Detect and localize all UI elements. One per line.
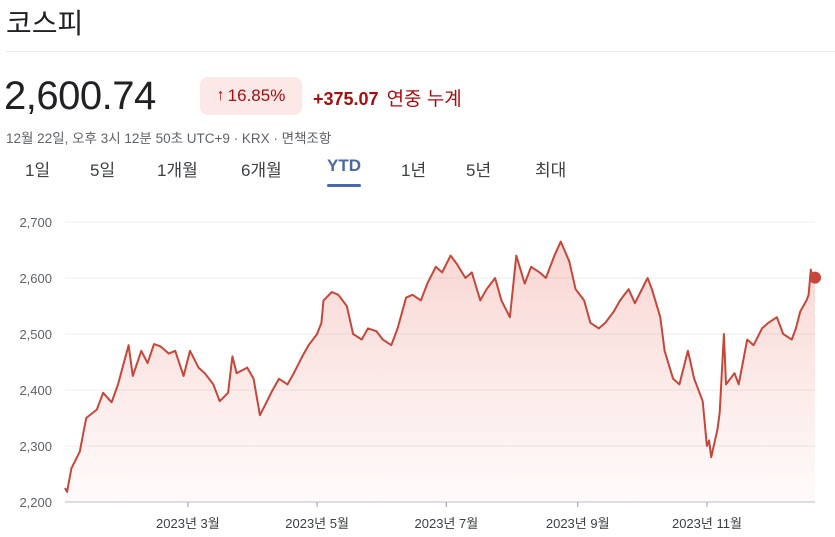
change-percent: 16.85% <box>227 86 286 105</box>
index-title: 코스피 <box>6 8 84 39</box>
tab-max[interactable]: 최대 <box>535 161 567 180</box>
price-line[interactable] <box>64 240 816 493</box>
tab-5y[interactable]: 5년 <box>466 161 492 180</box>
tab-ytd[interactable]: YTD <box>327 156 361 187</box>
x-tick-label: 2023년 5월 <box>285 516 349 531</box>
tab-6m[interactable]: 6개월 <box>241 161 282 180</box>
tab-1d[interactable]: 1일 <box>25 161 51 180</box>
y-tick-label: 2,700 <box>19 215 52 230</box>
change-summary: +375.07 연중 누계 <box>313 84 462 111</box>
x-tick-label: 2023년 11월 <box>672 516 742 531</box>
tab-1y[interactable]: 1년 <box>401 161 427 180</box>
y-tick-label: 2,300 <box>19 439 52 454</box>
change-period-label: 연중 누계 <box>386 89 462 110</box>
current-price: 2,600.74 <box>4 74 156 118</box>
price-area <box>65 241 815 502</box>
header-divider <box>6 51 835 52</box>
y-tick-label: 2,200 <box>19 495 52 510</box>
arrow-up-icon: ↑ <box>216 87 225 104</box>
y-axis: 2,200 2,300 2,400 2,500 2,600 2,700 <box>19 215 52 510</box>
change-percent-badge: ↑ 16.85% <box>200 77 302 115</box>
x-axis: 2023년 3월 2023년 5월 2023년 7월 2023년 9월 2023년 11… <box>156 502 742 531</box>
y-tick-label: 2,600 <box>19 271 52 286</box>
last-price-point[interactable] <box>809 271 821 284</box>
y-tick-label: 2,400 <box>19 383 52 398</box>
quote-meta[interactable]: 12월 22일, 오후 3시 12분 50초 UTC+9 · KRX · 면책조… <box>6 131 332 146</box>
x-tick-label: 2023년 7월 <box>415 516 479 531</box>
tab-1m[interactable]: 1개월 <box>157 161 198 180</box>
x-tick-label: 2023년 3월 <box>156 516 220 531</box>
y-tick-label: 2,500 <box>19 327 52 342</box>
change-absolute: +375.07 <box>313 89 379 109</box>
x-tick-label: 2023년 9월 <box>546 516 610 531</box>
tab-5d[interactable]: 5일 <box>90 161 116 180</box>
